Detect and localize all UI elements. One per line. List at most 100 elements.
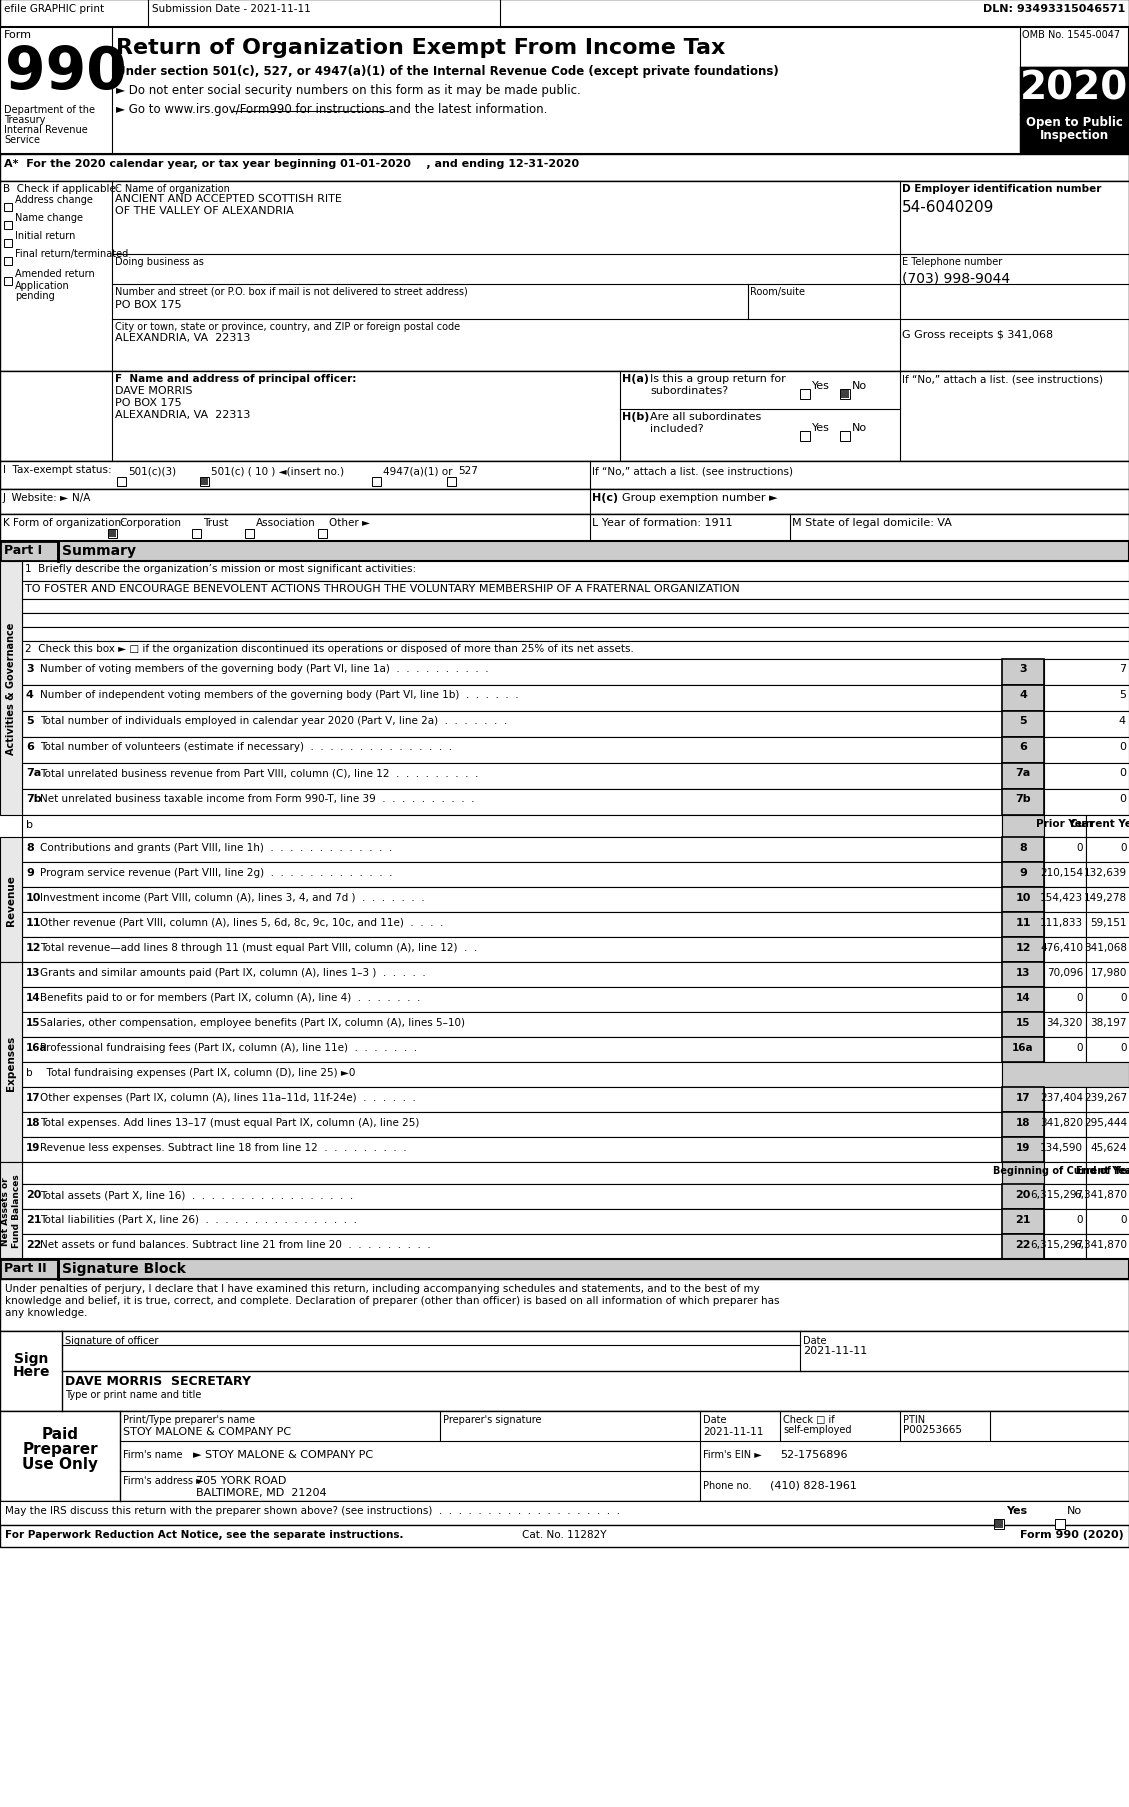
Text: 21: 21 bbox=[1015, 1214, 1031, 1225]
Text: 501(c) ( 10 ) ◄(insert no.): 501(c) ( 10 ) ◄(insert no.) bbox=[211, 466, 344, 475]
Bar bbox=[1044, 790, 1129, 815]
Text: Net Assets or
Fund Balances: Net Assets or Fund Balances bbox=[1, 1175, 20, 1247]
Text: 20: 20 bbox=[1015, 1189, 1031, 1200]
Text: Salaries, other compensation, employee benefits (Part IX, column (A), lines 5–10: Salaries, other compensation, employee b… bbox=[40, 1017, 465, 1028]
Bar bbox=[0, 963, 21, 1162]
Text: 0: 0 bbox=[1076, 842, 1083, 853]
Bar bbox=[21, 815, 1003, 837]
Text: ► Go to www.irs.gov/Form990 for instructions and the latest information.: ► Go to www.irs.gov/Form990 for instruct… bbox=[116, 103, 548, 116]
Bar bbox=[21, 764, 1003, 790]
Text: 5: 5 bbox=[26, 716, 34, 726]
Text: Group exemption number ►: Group exemption number ► bbox=[622, 493, 778, 502]
Text: Firm's EIN ►: Firm's EIN ► bbox=[703, 1449, 762, 1460]
Text: No: No bbox=[852, 423, 867, 432]
Text: 6,341,870: 6,341,870 bbox=[1074, 1189, 1127, 1200]
Bar bbox=[840, 432, 850, 441]
Text: 19: 19 bbox=[1016, 1142, 1030, 1153]
Text: included?: included? bbox=[650, 425, 703, 434]
Text: 18: 18 bbox=[26, 1117, 41, 1128]
Bar bbox=[318, 529, 327, 538]
Bar bbox=[21, 600, 1129, 614]
Text: Activities & Governance: Activities & Governance bbox=[6, 622, 16, 755]
Bar bbox=[1044, 987, 1086, 1012]
Text: 52-1756896: 52-1756896 bbox=[780, 1449, 848, 1460]
Bar bbox=[1003, 1037, 1044, 1063]
Text: Service: Service bbox=[5, 136, 40, 145]
Text: 15: 15 bbox=[1016, 1017, 1031, 1028]
Text: Cat. No. 11282Y: Cat. No. 11282Y bbox=[522, 1529, 606, 1540]
Text: 12: 12 bbox=[1015, 943, 1031, 952]
Text: TO FOSTER AND ENCOURAGE BENEVOLENT ACTIONS THROUGH THE VOLUNTARY MEMBERSHIP OF A: TO FOSTER AND ENCOURAGE BENEVOLENT ACTIO… bbox=[25, 584, 739, 595]
Text: Investment income (Part VIII, column (A), lines 3, 4, and 7d )  .  .  .  .  .  .: Investment income (Part VIII, column (A)… bbox=[40, 893, 425, 902]
Bar bbox=[21, 1184, 1003, 1209]
Bar bbox=[1044, 1234, 1086, 1259]
Bar bbox=[21, 1088, 1003, 1113]
Text: Name change: Name change bbox=[15, 213, 84, 222]
Text: 59,151: 59,151 bbox=[1091, 918, 1127, 927]
Text: 19: 19 bbox=[26, 1142, 41, 1153]
Text: 8: 8 bbox=[26, 842, 34, 853]
Bar bbox=[1003, 837, 1044, 862]
Text: b: b bbox=[26, 820, 33, 829]
Text: Association: Association bbox=[256, 519, 316, 528]
Text: 7a: 7a bbox=[26, 768, 42, 777]
Bar bbox=[1086, 963, 1129, 987]
Bar bbox=[0, 1279, 1129, 1332]
Text: Use Only: Use Only bbox=[21, 1456, 98, 1471]
Text: Other revenue (Part VIII, column (A), lines 5, 6d, 8c, 9c, 10c, and 11e)  .  .  : Other revenue (Part VIII, column (A), li… bbox=[40, 918, 444, 927]
Text: Beginning of Current Year: Beginning of Current Year bbox=[994, 1166, 1129, 1175]
Bar bbox=[21, 582, 1129, 600]
Text: Part I: Part I bbox=[5, 544, 42, 557]
Bar bbox=[1086, 862, 1129, 887]
Bar bbox=[21, 963, 1003, 987]
Bar bbox=[840, 390, 850, 399]
Text: 12: 12 bbox=[26, 943, 42, 952]
Bar bbox=[1044, 1184, 1086, 1209]
Text: 149,278: 149,278 bbox=[1084, 893, 1127, 902]
Bar bbox=[21, 1137, 1003, 1162]
Text: Open to Public: Open to Public bbox=[1025, 116, 1122, 128]
Bar bbox=[1003, 1137, 1044, 1162]
Text: Doing business as: Doing business as bbox=[115, 257, 204, 267]
Text: Total number of volunteers (estimate if necessary)  .  .  .  .  .  .  .  .  .  .: Total number of volunteers (estimate if … bbox=[40, 741, 452, 752]
Bar bbox=[1044, 737, 1129, 764]
Text: 6: 6 bbox=[1019, 741, 1027, 752]
Text: Date: Date bbox=[803, 1335, 826, 1344]
Text: 16a: 16a bbox=[1013, 1043, 1034, 1052]
Text: pending: pending bbox=[15, 291, 54, 300]
Text: Firm's address ►: Firm's address ► bbox=[123, 1475, 203, 1485]
Bar bbox=[1086, 1209, 1129, 1234]
Text: 7: 7 bbox=[1119, 663, 1126, 674]
Text: Net unrelated business taxable income from Form 990-T, line 39  .  .  .  .  .  .: Net unrelated business taxable income fr… bbox=[40, 793, 474, 804]
Bar bbox=[995, 1520, 1003, 1529]
Text: 2021-11-11: 2021-11-11 bbox=[803, 1344, 867, 1355]
Bar bbox=[1044, 963, 1086, 987]
Text: 0: 0 bbox=[1120, 842, 1127, 853]
Bar bbox=[5, 278, 12, 286]
Bar bbox=[1044, 685, 1129, 712]
Text: Part II: Part II bbox=[5, 1261, 46, 1274]
Text: Other expenses (Part IX, column (A), lines 11a–11d, 11f-24e)  .  .  .  .  .  .: Other expenses (Part IX, column (A), lin… bbox=[40, 1093, 415, 1102]
Bar bbox=[21, 1162, 1003, 1184]
Text: 14: 14 bbox=[1016, 992, 1031, 1003]
Text: Under section 501(c), 527, or 4947(a)(1) of the Internal Revenue Code (except pr: Under section 501(c), 527, or 4947(a)(1)… bbox=[116, 65, 779, 78]
Bar bbox=[21, 627, 1129, 641]
Text: any knowledge.: any knowledge. bbox=[5, 1306, 87, 1317]
Text: City or town, state or province, country, and ZIP or foreign postal code: City or town, state or province, country… bbox=[115, 322, 461, 332]
Text: 0: 0 bbox=[1120, 1043, 1127, 1052]
Text: 2021-11-11: 2021-11-11 bbox=[703, 1426, 763, 1437]
Text: 17: 17 bbox=[26, 1093, 41, 1102]
Bar bbox=[1086, 837, 1129, 862]
Bar bbox=[1086, 1012, 1129, 1037]
Text: b: b bbox=[26, 1068, 33, 1077]
Text: 0: 0 bbox=[1076, 1214, 1083, 1225]
Text: Corporation: Corporation bbox=[119, 519, 181, 528]
Text: Amended return: Amended return bbox=[15, 269, 95, 278]
Bar bbox=[1003, 1234, 1044, 1259]
Bar bbox=[1044, 887, 1086, 913]
Bar bbox=[1044, 1088, 1086, 1113]
Text: Inspection: Inspection bbox=[1040, 128, 1109, 143]
Text: A*  For the 2020 calendar year, or tax year beginning 01-01-2020    , and ending: A* For the 2020 calendar year, or tax ye… bbox=[5, 159, 579, 168]
Bar bbox=[0, 542, 1129, 562]
Bar bbox=[200, 477, 209, 486]
